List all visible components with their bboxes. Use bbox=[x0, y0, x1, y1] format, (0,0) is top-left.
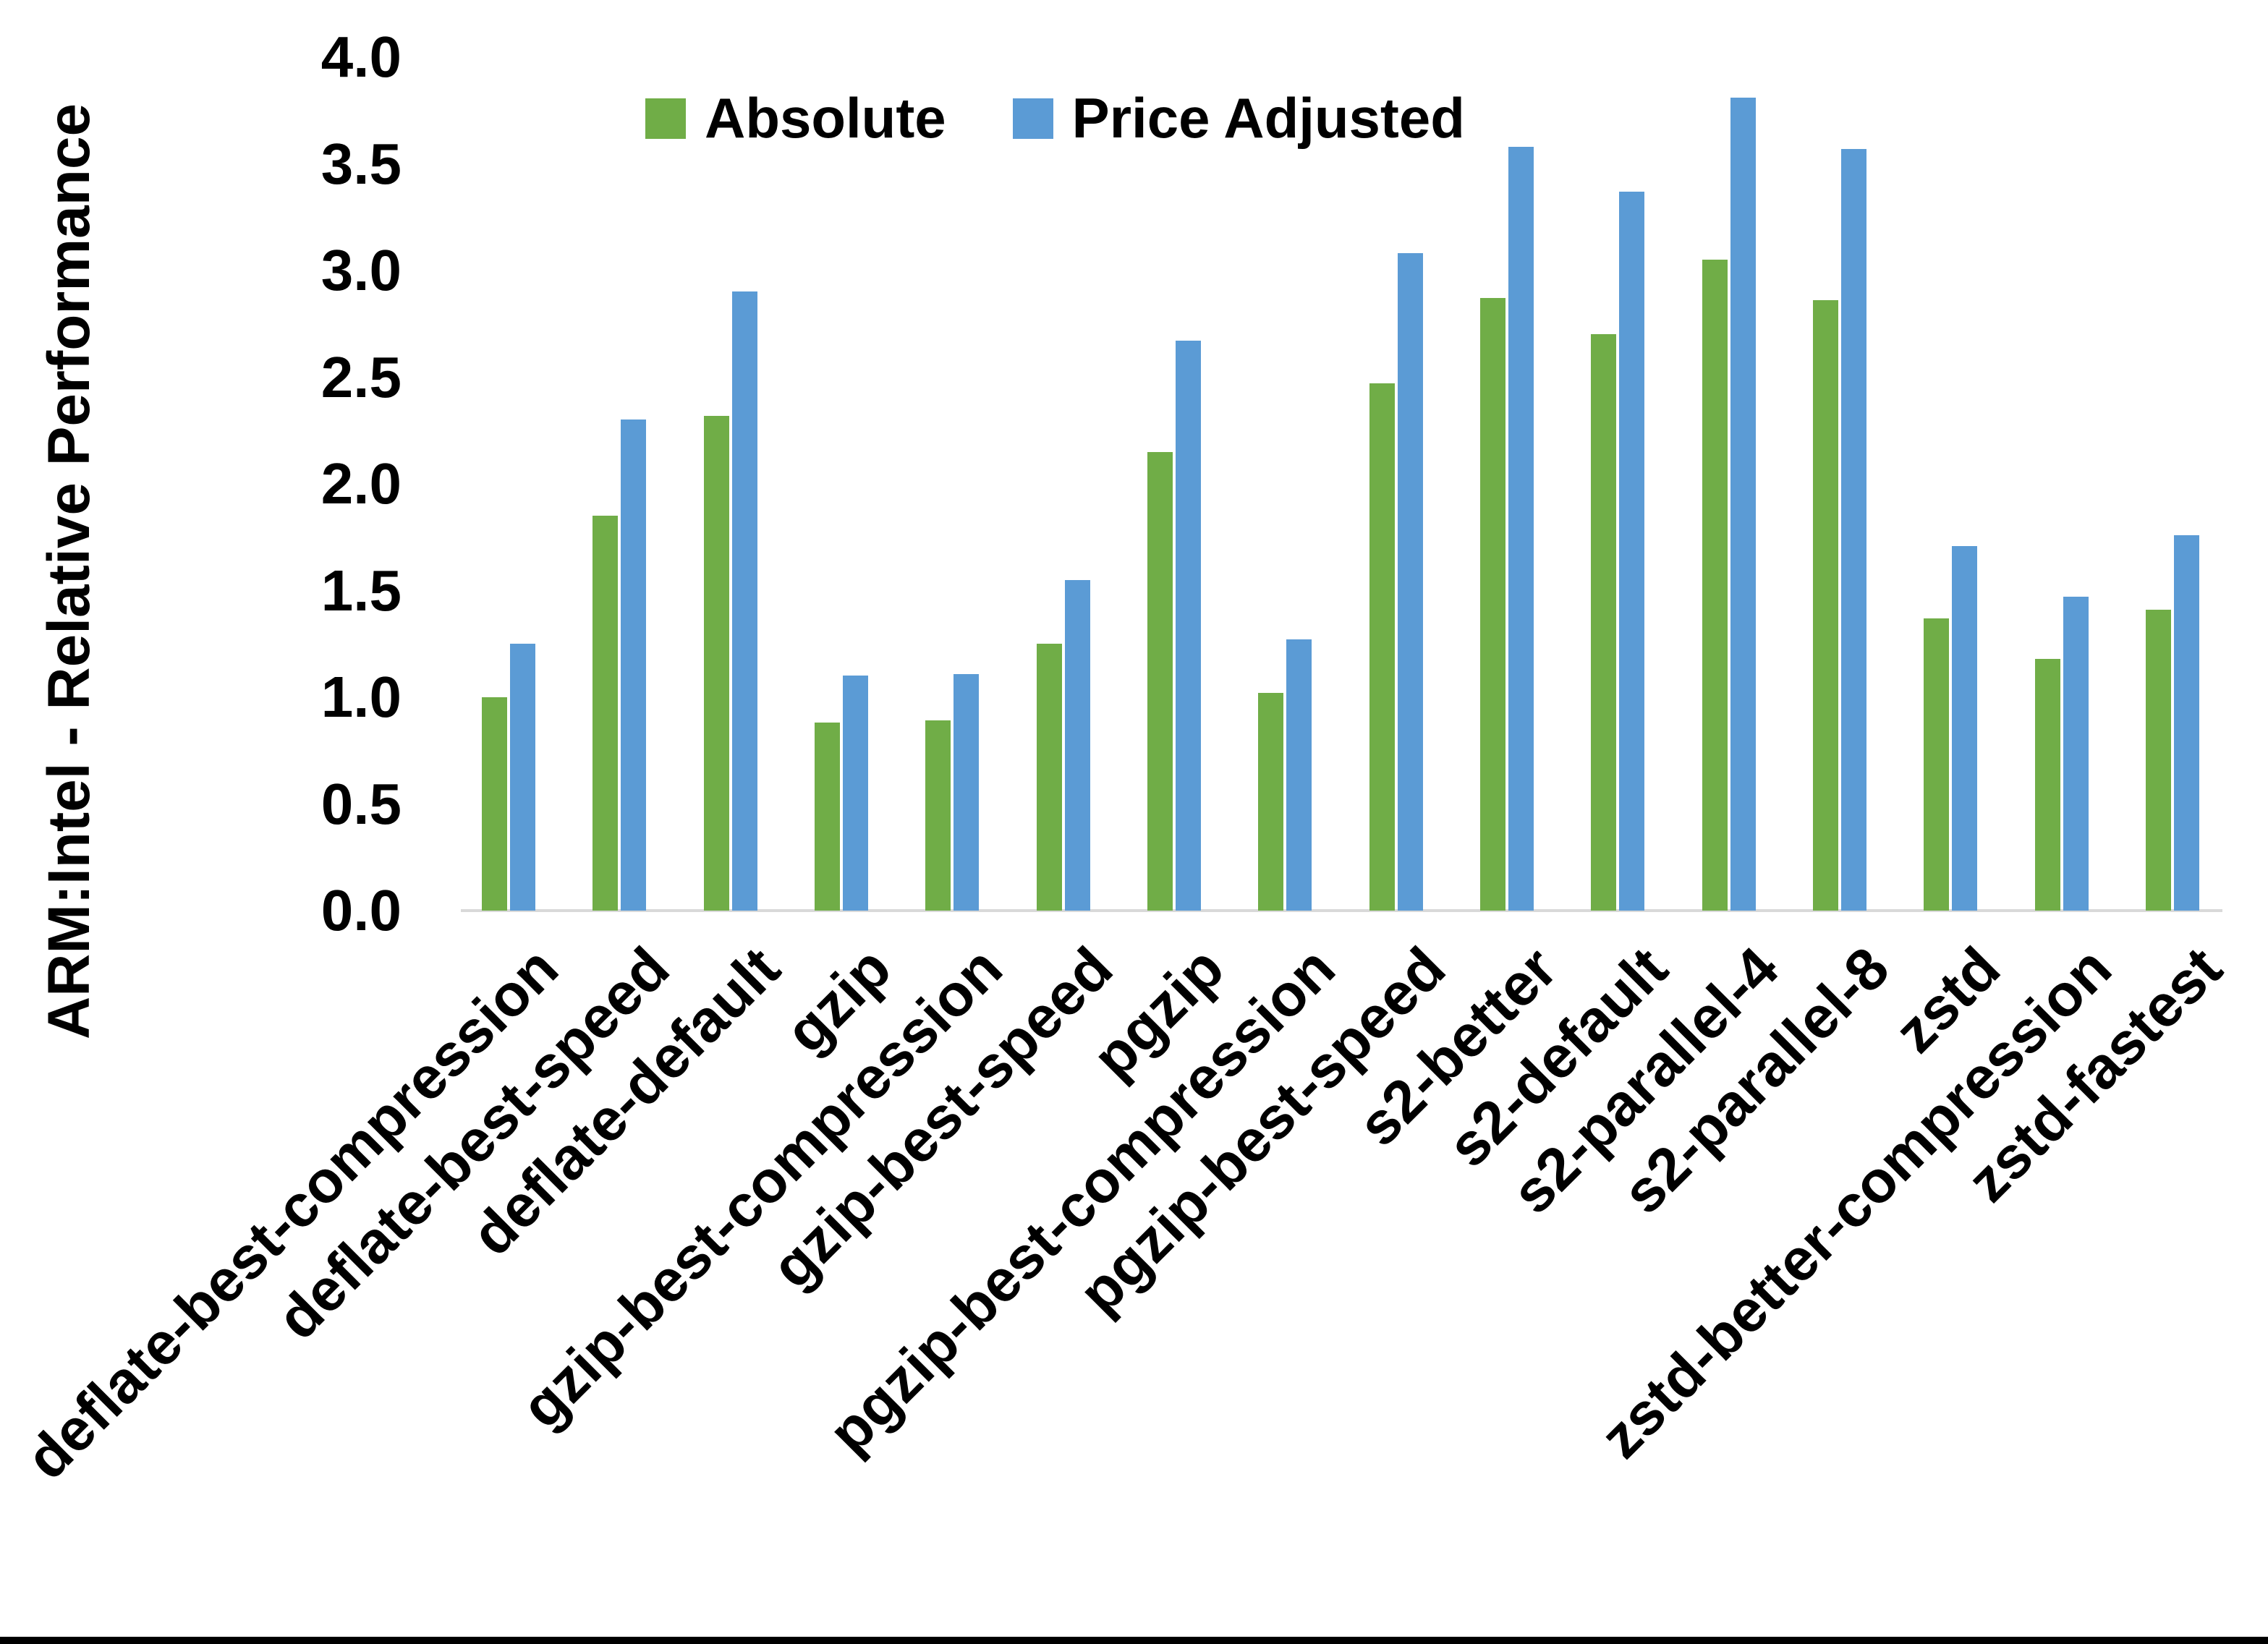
y-tick-label: 3.0 bbox=[320, 238, 402, 302]
y-tick-label: 2.0 bbox=[320, 451, 402, 516]
bar-price-adjusted bbox=[732, 291, 757, 911]
bar-price-adjusted bbox=[954, 674, 979, 911]
bar-price-adjusted bbox=[1841, 149, 1866, 911]
bar-absolute bbox=[593, 516, 618, 911]
bar-absolute bbox=[1480, 298, 1505, 911]
legend-label: Absolute bbox=[705, 86, 946, 150]
bar-price-adjusted bbox=[1065, 580, 1090, 911]
bar-absolute bbox=[2035, 659, 2060, 911]
legend-item: Absolute bbox=[645, 85, 946, 151]
bar-price-adjusted bbox=[2063, 597, 2089, 911]
bar-price-adjusted bbox=[1286, 639, 1312, 911]
bar-absolute bbox=[1258, 693, 1283, 911]
x-axis-line bbox=[461, 909, 2222, 912]
bottom-border bbox=[0, 1637, 2268, 1644]
y-tick-label: 1.0 bbox=[320, 665, 402, 729]
y-axis-title: ARM:Intel - Relative Performance bbox=[36, 103, 102, 1040]
y-tick-label: 2.5 bbox=[320, 344, 402, 409]
legend-label: Price Adjusted bbox=[1071, 86, 1465, 150]
bar-price-adjusted bbox=[1619, 192, 1644, 911]
y-tick-label: 0.5 bbox=[320, 771, 402, 836]
bar-absolute bbox=[1147, 452, 1173, 911]
legend-swatch-icon bbox=[1012, 98, 1053, 139]
y-tick-label: 4.0 bbox=[320, 25, 402, 89]
bar-price-adjusted bbox=[1730, 98, 1756, 911]
y-tick-label: 1.5 bbox=[320, 558, 402, 623]
bar-absolute bbox=[925, 720, 951, 911]
legend-swatch-icon bbox=[645, 98, 686, 139]
bar-absolute bbox=[815, 723, 840, 911]
bar-absolute bbox=[1702, 260, 1728, 911]
bar-price-adjusted bbox=[1508, 147, 1534, 911]
bar-absolute bbox=[1813, 300, 1838, 911]
bar-price-adjusted bbox=[1952, 546, 1977, 911]
bar-price-adjusted bbox=[2174, 535, 2199, 911]
bar-absolute bbox=[482, 697, 507, 911]
legend-item: Price Adjusted bbox=[1012, 85, 1465, 151]
legend: Absolute Price Adjusted bbox=[645, 85, 1465, 151]
bar-price-adjusted bbox=[1398, 253, 1423, 911]
bar-absolute bbox=[1591, 334, 1616, 911]
bar-price-adjusted bbox=[621, 419, 646, 911]
y-tick-label: 0.0 bbox=[320, 878, 402, 942]
bar-absolute bbox=[1369, 383, 1395, 911]
bar-absolute bbox=[704, 416, 729, 911]
bar-absolute bbox=[2146, 610, 2171, 911]
bar-absolute bbox=[1924, 618, 1949, 911]
bar-absolute bbox=[1037, 644, 1062, 911]
bar-price-adjusted bbox=[510, 644, 535, 911]
bar-price-adjusted bbox=[843, 676, 868, 911]
bar-price-adjusted bbox=[1176, 341, 1201, 911]
y-tick-label: 3.5 bbox=[320, 131, 402, 196]
